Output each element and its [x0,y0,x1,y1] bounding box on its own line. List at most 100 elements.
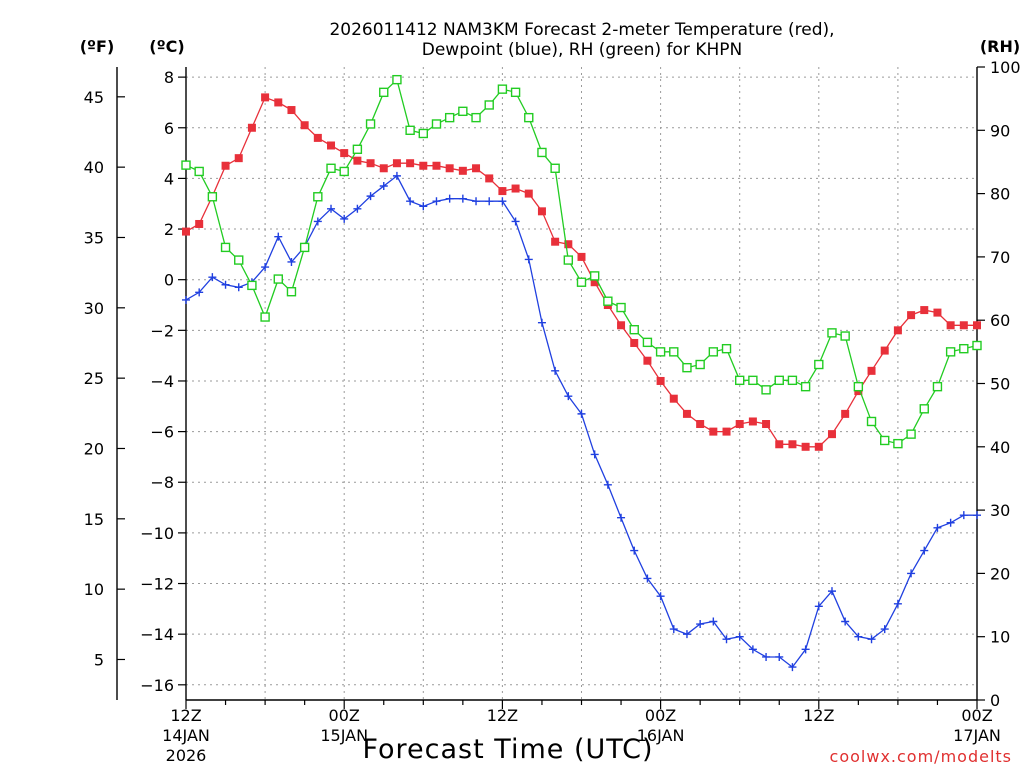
relative-humidity-point [379,87,389,98]
dewpoint-point [406,197,415,206]
relative-humidity-point [537,147,547,158]
dewpoint-point [669,625,678,634]
relative-humidity-point [932,381,943,392]
2-meter-temperature-point [432,161,441,170]
2-meter-temperature-point [537,207,546,216]
time-tick-date: 16JAN [637,726,685,745]
relative-humidity-point [959,343,969,354]
relative-humidity-point [444,112,455,123]
relative-humidity-point [827,328,837,338]
relative-humidity-point [945,347,956,357]
dewpoint-point [735,632,744,641]
2-meter-temperature-point [696,420,705,429]
celsius-tick-label: 2 [164,220,174,239]
dewpoint-point [445,194,454,203]
2-meter-temperature-point [907,311,916,320]
relative-humidity-point [234,255,244,265]
dewpoint-point [854,632,863,641]
rh-tick-label: 70 [990,248,1010,267]
relative-humidity-point [603,296,613,306]
rh-tick-label: 50 [990,375,1010,394]
dewpoint-point [920,546,929,555]
relative-humidity-point [392,74,402,85]
2-meter-temperature-point [247,123,256,132]
fahrenheit-tick-label: 10 [84,580,104,599]
fahrenheit-tick-label: 35 [84,228,104,247]
celsius-tick-label: −12 [140,575,174,594]
2-meter-temperature-point [406,159,415,168]
time-tick-label: 12Z [803,706,834,725]
2-meter-temperature-point [524,189,533,198]
time-tick-label: 00Z [961,706,992,725]
2-meter-temperature-point [946,321,955,330]
dewpoint-point [511,217,520,226]
2-meter-temperature-point [274,98,283,107]
rh-tick-label: 100 [990,58,1021,77]
dewpoint-point [274,232,283,241]
dewpoint-point [366,192,375,201]
rh-tick-label: 30 [990,501,1010,520]
fahrenheit-tick-label: 15 [84,510,104,529]
rh-tick-label: 20 [990,564,1010,583]
dewpoint-point [195,288,204,297]
relative-humidity-point [853,381,864,392]
dewpoint-point [933,523,942,532]
2-meter-temperature-point [353,156,362,165]
rh-tick-label: 90 [990,121,1010,140]
2-meter-temperature-point [630,338,639,347]
2-meter-temperature-point [933,308,942,317]
2-meter-temperature-point [498,187,507,196]
2-meter-temperature-point [366,159,375,168]
relative-humidity-point [194,166,204,177]
dewpoint-point [234,283,243,292]
dewpoint-point [261,263,270,272]
dewpoint-point [208,273,217,282]
dewpoint-point [617,513,626,522]
relative-humidity-point [906,429,916,439]
rh-tick-label: 80 [990,185,1010,204]
dewpoint-point [748,645,757,654]
relative-humidity-point [405,125,415,136]
left-axis-unit-fahrenheit: (ºF) [80,37,115,56]
relative-humidity-point [524,112,534,123]
dewpoint-point [485,197,494,206]
2-meter-temperature-point [841,409,850,418]
relative-humidity-point [352,144,363,154]
relative-humidity-point [273,274,283,284]
2-meter-temperature-point [182,227,190,236]
dewpoint-point [841,617,850,626]
2-meter-temperature-point [234,154,243,163]
fahrenheit-tick-label: 20 [84,439,104,458]
dewpoint-point [907,569,916,578]
dewpoint-point [221,280,230,289]
dewpoint-point [458,194,467,203]
dewpoint-point [564,392,573,401]
2-meter-temperature-point [643,356,652,365]
relative-humidity-point [800,381,811,392]
dewpoint-point [827,587,836,596]
dewpoint-point [590,450,599,459]
2-meter-temperature-point [300,121,309,130]
time-tick-label: 12Z [487,706,518,725]
celsius-tick-label: −14 [140,625,174,644]
relative-humidity-point [563,255,574,265]
dewpoint-point [419,202,428,211]
2-meter-temperature-point [709,427,718,436]
2-meter-temperature-point [221,161,230,170]
time-tick-year: 2026 [166,746,207,765]
dewpoint-point [630,546,639,555]
rh-tick-label: 60 [990,311,1010,330]
relative-humidity-point [616,302,626,313]
2-meter-temperature-point [801,442,810,451]
dewpoint-point [313,217,322,226]
2-meter-temperature-point [287,106,296,115]
watermark: coolwx.com/modelts [830,747,1012,766]
relative-humidity-point [576,277,587,287]
relative-humidity-point [471,112,481,123]
dewpoint-point [182,295,190,304]
2-meter-temperature-point [195,219,204,228]
celsius-tick-label: 6 [164,119,174,138]
rh-tick-label: 40 [990,438,1010,457]
time-tick-label: 00Z [329,706,360,725]
